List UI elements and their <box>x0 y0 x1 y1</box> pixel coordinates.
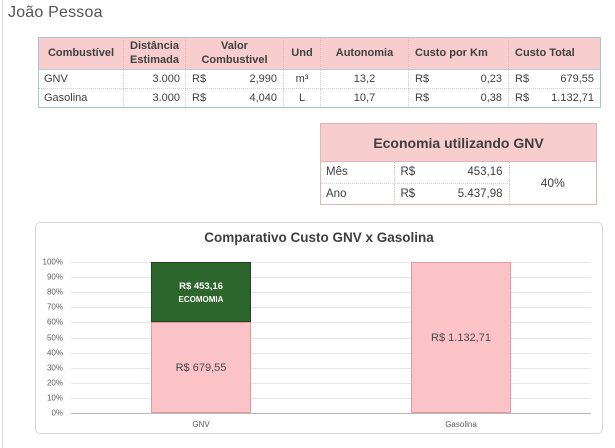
gridline <box>71 413 591 414</box>
y-tick-label: 30% <box>46 363 63 373</box>
x-tick-gasolina: Gasolina <box>445 420 477 429</box>
gridline <box>71 307 591 309</box>
chart-plot: R$ 679,55 R$ 453,16 ECOMOMIA R$ 1.132,71 <box>71 262 591 414</box>
cell-distancia: 3.000 <box>123 88 186 108</box>
y-tick-label: 40% <box>46 348 63 358</box>
y-axis: 0% 10% 20% 30% 40% 50% 60% 70% 80% 90% 100% <box>36 258 66 418</box>
chart-title: Comparativo Custo GNV x Gasolina <box>204 230 434 245</box>
currency-symbol: R$ <box>515 73 530 85</box>
header-custo-total: Custo Total <box>508 37 601 70</box>
gridline <box>71 367 591 369</box>
cell-und: L <box>283 88 321 108</box>
bar-segment-custo-gasolina: R$ 1.132,71 <box>411 262 511 413</box>
table-row-gnv: GNV 3.000 R$ 2,990 m³ 13,2 R$ 0,23 R$ 67… <box>38 69 601 89</box>
header-autonomia: Autonomia <box>320 37 409 70</box>
y-tick-label: 20% <box>46 378 63 388</box>
economy-table-title: Economia utilizando GNV <box>321 124 596 162</box>
bar-label: R$ 679,55 <box>175 361 227 374</box>
economy-month-value: 453,16 <box>467 166 503 179</box>
header-valor-combustivel: Valor Combustivel <box>185 37 284 70</box>
cell-autonomia: 13,2 <box>320 69 409 89</box>
gridline <box>71 352 591 354</box>
gridline <box>71 322 591 324</box>
cell-combustivel: GNV <box>38 69 124 89</box>
cell-custo-km: R$ 0,23 <box>408 69 509 89</box>
y-tick-label: 50% <box>46 333 63 342</box>
economy-table-body: Mês R$ 453,16 40% Ano R$ 5.437,98 <box>321 162 596 204</box>
page-left-border <box>2 0 3 448</box>
currency-symbol: R$ <box>515 92 530 104</box>
currency-symbol: R$ <box>415 73 430 85</box>
economy-value-ano: R$ 5.437,98 <box>394 183 510 204</box>
bar-label: R$ 453,16 <box>179 280 223 292</box>
cell-combustivel: Gasolina <box>38 88 124 108</box>
economy-label-ano: Ano <box>321 183 395 204</box>
header-combustivel: Combustível <box>38 37 124 70</box>
y-tick-label: 90% <box>46 272 63 282</box>
cell-und: m³ <box>283 69 321 89</box>
bar-sublabel: ECOMOMIA <box>178 294 224 304</box>
x-tick-gnv: GNV <box>192 420 210 429</box>
economy-row-ano: Ano R$ 5.437,98 <box>321 183 596 204</box>
custo-total-value: 679,55 <box>560 73 594 85</box>
currency-symbol: R$ <box>400 187 416 200</box>
gridline <box>71 277 591 279</box>
savings-percent: 40% <box>540 176 565 190</box>
cell-distancia: 3.000 <box>123 69 186 89</box>
economy-label-mes: Mês <box>321 162 395 184</box>
cell-custo-total: R$ 1.132,71 <box>508 88 601 108</box>
table-row-gasolina: Gasolina 3.000 R$ 4,040 L 10,7 R$ 0,38 R… <box>38 88 601 108</box>
custo-km-value: 0,23 <box>480 73 502 85</box>
economy-row-mes: Mês R$ 453,16 40% <box>321 162 596 190</box>
gridline <box>71 397 591 399</box>
bar-gnv: R$ 679,55 R$ 453,16 ECOMOMIA <box>151 262 251 413</box>
custo-km-value: 0,38 <box>480 92 502 104</box>
fuel-table: Combustível Distância Estimada Valor Com… <box>38 37 601 108</box>
valor-value: 2,990 <box>249 73 277 85</box>
cell-custo-total: R$ 679,55 <box>508 69 601 89</box>
bar-label: R$ 1.132,71 <box>431 331 491 344</box>
y-tick-label: 60% <box>46 317 63 327</box>
gridline <box>71 337 591 339</box>
gridline <box>71 262 591 263</box>
header-distancia: Distância Estimada <box>123 37 186 70</box>
y-tick-label: 100% <box>42 257 63 267</box>
currency-symbol: R$ <box>400 166 416 179</box>
economy-table: Economia utilizando GNV Mês R$ 453,16 40… <box>320 123 597 205</box>
y-tick-label: 0% <box>51 408 63 418</box>
bar-gasolina: R$ 1.132,71 <box>411 262 511 413</box>
y-tick-label: 10% <box>46 393 63 403</box>
page-title: João Pessoa <box>8 4 103 21</box>
header-custo-por-km: Custo por Km <box>408 37 509 70</box>
bar-segment-economia-gnv: R$ 453,16 ECOMOMIA <box>151 262 251 323</box>
currency-symbol: R$ <box>192 92 207 104</box>
chart: Comparativo Custo GNV x Gasolina 0% 10% 20… <box>35 222 603 434</box>
custo-total-value: 1.132,71 <box>551 92 594 104</box>
y-tick-label: 80% <box>46 287 63 297</box>
fuel-table-header-row: Combustível Distância Estimada Valor Com… <box>38 37 601 70</box>
gridline <box>71 292 591 294</box>
cell-valor: R$ 2,990 <box>185 69 284 89</box>
y-tick-label: 70% <box>46 302 63 312</box>
bar-segment-custo-gnv: R$ 679,55 <box>151 322 251 413</box>
economy-value-mes: R$ 453,16 <box>394 162 510 184</box>
valor-value: 4,040 <box>249 92 277 104</box>
economy-year-value: 5.437,98 <box>457 187 503 200</box>
cell-custo-km: R$ 0,38 <box>408 88 509 108</box>
cell-valor: R$ 4,040 <box>185 88 284 108</box>
x-axis: GNV Gasolina <box>71 420 591 432</box>
header-und: Und <box>283 37 321 70</box>
gridline <box>71 382 591 384</box>
currency-symbol: R$ <box>192 73 207 85</box>
currency-symbol: R$ <box>415 92 430 104</box>
cell-autonomia: 10,7 <box>320 88 409 108</box>
